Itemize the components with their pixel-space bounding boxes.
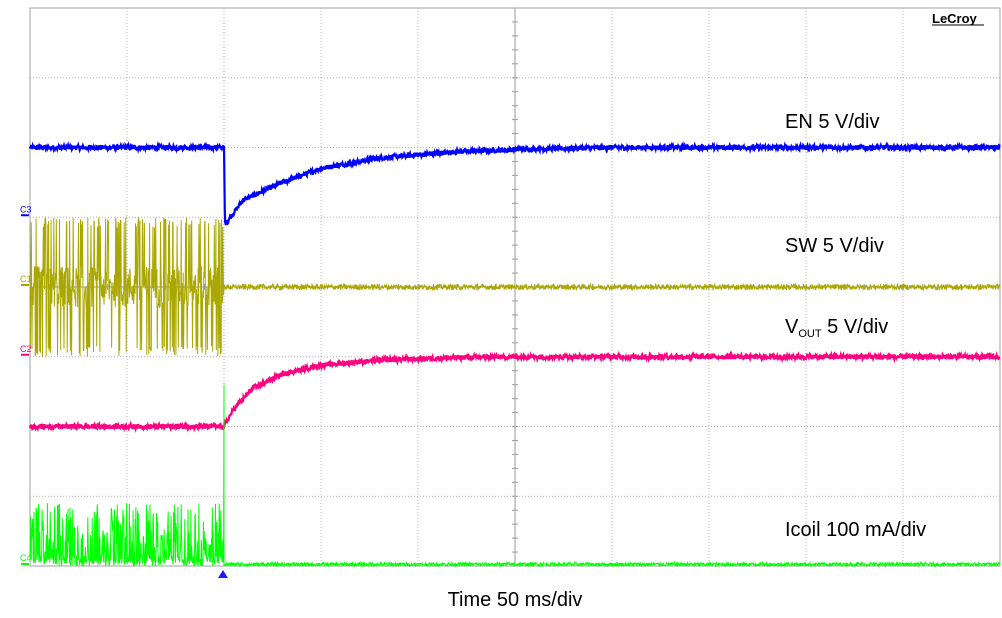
brand-logo: LeCroy bbox=[932, 11, 978, 26]
trace-label-c3: EN 5 V/div bbox=[785, 111, 879, 133]
channel-markers: C3 C1 C2 C4 bbox=[20, 204, 32, 565]
waveform-traces bbox=[28, 140, 1001, 568]
trace-c2 bbox=[28, 350, 1001, 434]
trace-c3 bbox=[28, 140, 1001, 226]
trace-label-c4: Icoil 100 mA/div bbox=[785, 519, 926, 541]
trace-label-c2: VOUT 5 V/div bbox=[785, 316, 888, 340]
trace-c1 bbox=[29, 217, 1001, 357]
trace-label-main: V bbox=[785, 316, 799, 338]
channel-marker-label-c1: C1 bbox=[20, 274, 32, 284]
channel-marker-label-c2: C2 bbox=[20, 344, 32, 354]
trace-label-c1: SW 5 V/div bbox=[785, 235, 884, 257]
channel-marker-label-c3: C3 bbox=[20, 204, 32, 214]
trigger-position-marker bbox=[218, 570, 228, 578]
trace-label-subscript: OUT bbox=[798, 328, 822, 340]
time-scale-label: Time 50 ms/div bbox=[448, 589, 583, 611]
trace-labels: EN 5 V/div SW 5 V/div VOUT 5 V/div Icoil 10… bbox=[785, 111, 926, 541]
channel-marker-label-c4: C4 bbox=[20, 553, 32, 563]
trace-c4 bbox=[29, 384, 1001, 568]
trace-label-unit: 5 V/div bbox=[822, 316, 889, 338]
